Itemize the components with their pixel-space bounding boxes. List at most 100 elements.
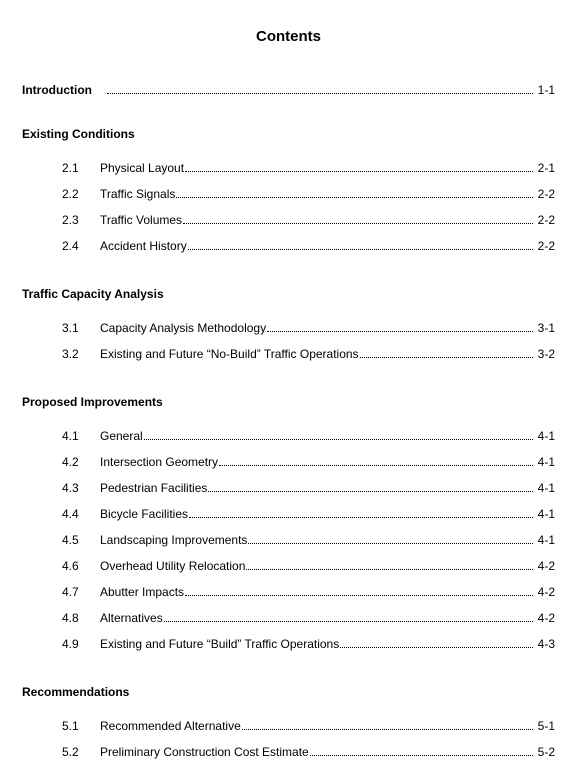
leader-dots xyxy=(176,197,532,198)
toc-page-number: 4-2 xyxy=(536,611,555,625)
toc-row: 4.1General 4-1 xyxy=(22,429,555,443)
toc-item-number: 4.1 xyxy=(22,429,100,443)
toc-page-number: 5-1 xyxy=(536,719,555,733)
section-heading: Introduction xyxy=(22,83,106,97)
toc-item-title: Intersection Geometry xyxy=(100,455,218,469)
toc-item-number: 2.3 xyxy=(22,213,100,227)
toc-page-number: 4-1 xyxy=(536,481,555,495)
toc-item-title: Capacity Analysis Methodology xyxy=(100,321,266,335)
leader-dots xyxy=(185,595,533,596)
toc-item-title: Accident History xyxy=(100,239,187,253)
section-block: 5.1Recommended Alternative 5-1 5.2Prelimin… xyxy=(22,719,555,759)
section-block: 3.1Capacity Analysis Methodology 3-1 3.2Ex… xyxy=(22,321,555,361)
section-heading: Traffic Capacity Analysis xyxy=(22,287,164,301)
section-block: 2.1Physical Layout2-12.2Traffic Signals2… xyxy=(22,161,555,253)
toc-page-number: 3-1 xyxy=(536,321,555,335)
leader-dots xyxy=(246,569,532,570)
toc-page-number: 4-1 xyxy=(536,455,555,469)
toc-row: 4.8Alternatives 4-2 xyxy=(22,611,555,625)
toc-item-number: 3.2 xyxy=(22,347,100,361)
leader-dots xyxy=(267,331,533,332)
toc-item-number: 4.7 xyxy=(22,585,100,599)
leader-dots xyxy=(340,647,532,648)
toc-row: 2.1Physical Layout 2-1 xyxy=(22,161,555,175)
leader-dots xyxy=(310,755,533,756)
toc-page-number: 2-2 xyxy=(536,187,555,201)
toc-page-number: 5-2 xyxy=(536,745,555,759)
toc-row: 5.2Preliminary Construction Cost Estimat… xyxy=(22,745,555,759)
toc-item-number: 4.4 xyxy=(22,507,100,521)
toc-item-number: 2.2 xyxy=(22,187,100,201)
section-block: 4.1General 4-1 4.2Intersection Geometry 4-1… xyxy=(22,429,555,651)
toc-item-number: 2.4 xyxy=(22,239,100,253)
toc-page-number: 4-1 xyxy=(536,507,555,521)
leader-dots xyxy=(183,223,533,224)
page: Contents Introduction 1-1 Existing Conditi… xyxy=(0,0,585,769)
toc-row: 5.1Recommended Alternative 5-1 xyxy=(22,719,555,733)
toc-item-title: Pedestrian Facilities xyxy=(100,481,207,495)
toc-item-title: Existing and Future “No-Build” Traffic O… xyxy=(100,347,359,361)
section-heading: Existing Conditions xyxy=(22,127,135,141)
toc-row: 4.7Abutter Impacts 4-2 xyxy=(22,585,555,599)
toc-container: Introduction 1-1 Existing Conditions 2.1Phy… xyxy=(22,83,555,759)
leader-dots xyxy=(185,171,533,172)
toc-row: 4.9Existing and Future “Build” Traffic O… xyxy=(22,637,555,651)
toc-item-title: Alternatives xyxy=(100,611,163,625)
toc-item-number: 4.9 xyxy=(22,637,100,651)
toc-page-number: 4-2 xyxy=(536,559,555,573)
toc-row: 4.2Intersection Geometry 4-1 xyxy=(22,455,555,469)
leader-dots xyxy=(208,491,532,492)
toc-row: 4.5Landscaping Improvements 4-1 xyxy=(22,533,555,547)
toc-item-number: 4.5 xyxy=(22,533,100,547)
toc-item-number: 4.8 xyxy=(22,611,100,625)
toc-row: 4.6Overhead Utility Relocation 4-2 xyxy=(22,559,555,573)
toc-page-number: 4-1 xyxy=(536,429,555,443)
toc-page-number: 4-2 xyxy=(536,585,555,599)
toc-page-number: 3-2 xyxy=(536,347,555,361)
toc-page-number: 2-1 xyxy=(536,161,555,175)
leader-dots xyxy=(144,439,533,440)
section-heading: Recommendations xyxy=(22,685,129,699)
leader-dots xyxy=(164,621,533,622)
toc-item-title: Recommended Alternative xyxy=(100,719,241,733)
toc-item-number: 3.1 xyxy=(22,321,100,335)
toc-item-title: Abutter Impacts xyxy=(100,585,184,599)
toc-page-number: 4-3 xyxy=(536,637,555,651)
leader-dots xyxy=(219,465,533,466)
toc-row: 4.4Bicycle Facilities 4-1 xyxy=(22,507,555,521)
toc-item-title: Existing and Future “Build” Traffic Oper… xyxy=(100,637,339,651)
leader-dots xyxy=(107,93,533,94)
leader-dots xyxy=(188,249,533,250)
leader-dots xyxy=(248,543,532,544)
toc-row: 2.3Traffic Volumes 2-2 xyxy=(22,213,555,227)
toc-inline-row: Introduction 1-1 xyxy=(22,83,555,97)
toc-row: 4.3Pedestrian Facilities 4-1 xyxy=(22,481,555,495)
page-title: Contents xyxy=(22,28,555,45)
toc-item-title: Traffic Signals xyxy=(100,187,175,201)
toc-item-number: 4.6 xyxy=(22,559,100,573)
toc-row: 3.2Existing and Future “No-Build” Traffi… xyxy=(22,347,555,361)
leader-dots xyxy=(242,729,533,730)
toc-item-title: Overhead Utility Relocation xyxy=(100,559,245,573)
toc-item-title: Bicycle Facilities xyxy=(100,507,188,521)
section-heading: Proposed Improvements xyxy=(22,395,163,409)
toc-item-title: Preliminary Construction Cost Estimate xyxy=(100,745,309,759)
toc-item-number: 4.2 xyxy=(22,455,100,469)
toc-item-number: 4.3 xyxy=(22,481,100,495)
toc-row: 3.1Capacity Analysis Methodology 3-1 xyxy=(22,321,555,335)
toc-page-number: 2-2 xyxy=(536,239,555,253)
toc-page-number: 2-2 xyxy=(536,213,555,227)
toc-item-number: 2.1 xyxy=(22,161,100,175)
toc-item-title: Landscaping Improvements xyxy=(100,533,247,547)
toc-page-number: 4-1 xyxy=(536,533,555,547)
toc-item-number: 5.1 xyxy=(22,719,100,733)
toc-item-title: Traffic Volumes xyxy=(100,213,182,227)
toc-item-title: General xyxy=(100,429,143,443)
leader-dots xyxy=(360,357,533,358)
toc-item-number: 5.2 xyxy=(22,745,100,759)
toc-item-title: Physical Layout xyxy=(100,161,184,175)
toc-row: 2.4Accident History 2-2 xyxy=(22,239,555,253)
leader-dots xyxy=(189,517,533,518)
toc-page-number: 1-1 xyxy=(536,83,555,97)
toc-row: 2.2Traffic Signals 2-2 xyxy=(22,187,555,201)
